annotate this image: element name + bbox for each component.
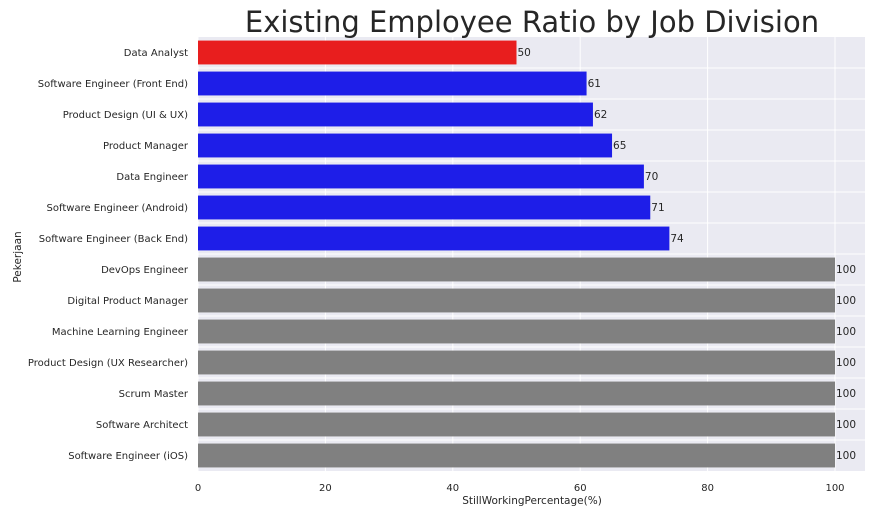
value-labels: 50 61 62 65 70 71 74 100 100 100 100 100 100 100	[518, 47, 857, 462]
bar	[198, 164, 644, 189]
category-label: Scrum Master	[119, 389, 189, 400]
category-label: Data Engineer	[116, 172, 188, 183]
value-label: 74	[670, 233, 684, 245]
bar	[198, 195, 651, 220]
category-label: Software Engineer (Front End)	[38, 79, 188, 90]
value-label: 70	[645, 171, 658, 183]
x-tick-label: 20	[319, 483, 332, 494]
value-label: 100	[836, 264, 856, 276]
category-label: Software Engineer (iOS)	[68, 451, 188, 462]
bar	[198, 226, 670, 251]
value-label: 71	[651, 202, 664, 214]
y-axis-label: Pekerjaan	[12, 231, 24, 282]
value-label: 100	[836, 450, 856, 462]
chart-title: Existing Employee Ratio by Job Division	[245, 5, 819, 39]
x-tick-label: 60	[574, 483, 587, 494]
value-label: 65	[613, 140, 626, 152]
value-label: 100	[836, 295, 856, 307]
bar	[198, 40, 517, 65]
x-axis-label: StillWorkingPercentage(%)	[462, 495, 602, 507]
x-tick-labels: 0 20 40 60 80 100	[195, 483, 845, 494]
value-label: 100	[836, 326, 856, 338]
bar	[198, 257, 835, 282]
bar	[198, 319, 835, 344]
category-label: Machine Learning Engineer	[52, 327, 189, 338]
value-label: 62	[594, 109, 607, 121]
category-label: Product Design (UI & UX)	[63, 110, 188, 121]
x-tick-label: 40	[446, 483, 459, 494]
category-label: Digital Product Manager	[67, 296, 188, 307]
value-label: 100	[836, 388, 856, 400]
bar	[198, 102, 593, 127]
x-tick-label: 80	[701, 483, 714, 494]
bar	[198, 288, 835, 313]
category-label: Data Analyst	[124, 48, 188, 59]
category-label: DevOps Engineer	[101, 265, 189, 276]
x-tick-label: 0	[195, 483, 201, 494]
bars	[198, 40, 835, 468]
bar	[198, 133, 613, 158]
bar	[198, 443, 835, 468]
category-label: Product Manager	[103, 141, 189, 152]
value-label: 100	[836, 419, 856, 431]
x-tick-label: 100	[825, 483, 844, 494]
category-label: Software Engineer (Back End)	[39, 234, 188, 245]
category-label: Software Engineer (Android)	[47, 203, 189, 214]
category-label: Product Design (UX Researcher)	[28, 358, 188, 369]
value-label: 50	[518, 47, 531, 59]
value-label: 61	[588, 78, 601, 90]
category-labels: Data Analyst Software Engineer (Front End…	[28, 48, 189, 462]
value-label: 100	[836, 357, 856, 369]
bar	[198, 350, 835, 375]
bar	[198, 71, 587, 96]
category-label: Software Architect	[96, 420, 188, 431]
bar	[198, 381, 835, 406]
bar	[198, 412, 835, 437]
